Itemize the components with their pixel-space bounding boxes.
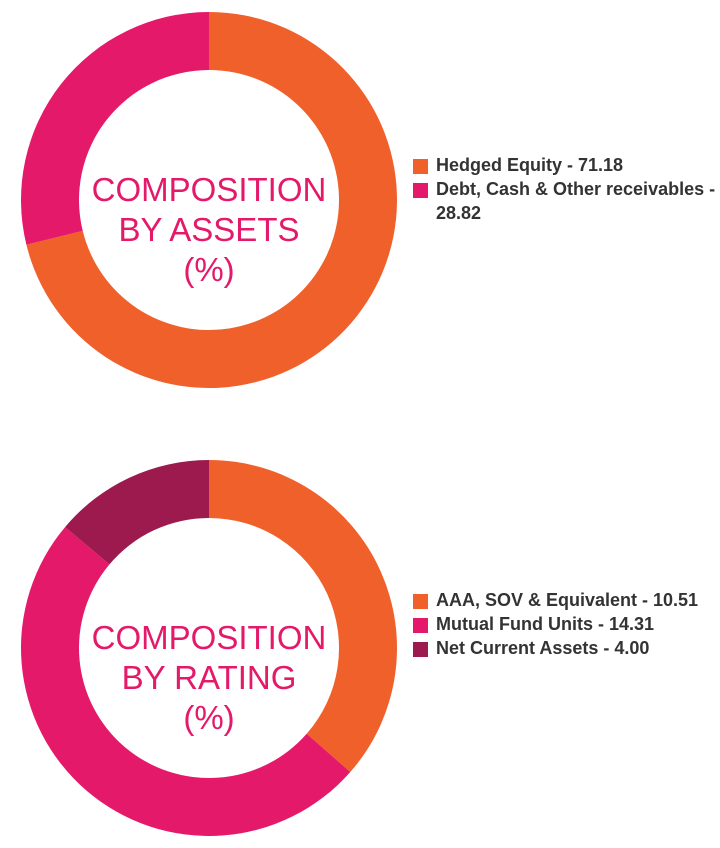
legend-swatch xyxy=(413,159,428,174)
legend-item-net-current-assets: Net Current Assets - 4.00 xyxy=(413,636,718,660)
legend-label: Hedged Equity - 71.18 xyxy=(436,155,624,175)
assets-title-line-3: (%) xyxy=(183,251,235,288)
rating-title-line-2: BY RATING xyxy=(121,659,297,696)
assets-slice-1 xyxy=(26,12,397,389)
rating-slice-1 xyxy=(209,460,397,773)
legend-item-aaa-sov: AAA, SOV & Equivalent - 10.51 xyxy=(413,588,718,612)
rating-title-line-3: (%) xyxy=(183,699,235,736)
composition-by-assets-chart: COMPOSITION BY ASSETS (%) Hedged Equity … xyxy=(0,0,720,400)
rating-donut xyxy=(21,460,397,836)
legend-label: Debt, Cash & Other receivables - 28.82 xyxy=(436,179,716,223)
legend-swatch xyxy=(413,618,428,633)
assets-center-title: COMPOSITION BY ASSETS (%) xyxy=(56,170,362,290)
rating-title-line-1: COMPOSITION xyxy=(91,619,327,656)
assets-legend: Hedged Equity - 71.18 Debt, Cash & Other… xyxy=(413,153,718,225)
legend-swatch xyxy=(413,183,428,198)
legend-swatch xyxy=(413,642,428,657)
legend-label: AAA, SOV & Equivalent - 10.51 xyxy=(436,590,699,610)
legend-label: Net Current Assets - 4.00 xyxy=(436,638,650,658)
rating-legend: AAA, SOV & Equivalent - 10.51 Mutual Fun… xyxy=(413,588,718,660)
legend-item-hedged-equity: Hedged Equity - 71.18 xyxy=(413,153,718,177)
assets-slice-2 xyxy=(21,12,210,245)
rating-slice-2 xyxy=(21,527,351,836)
legend-label: Mutual Fund Units - 14.31 xyxy=(436,614,655,634)
assets-donut xyxy=(21,12,397,389)
assets-title-line-2: BY ASSETS xyxy=(118,211,300,248)
legend-item-mutual-fund-units: Mutual Fund Units - 14.31 xyxy=(413,612,718,636)
legend-swatch xyxy=(413,594,428,609)
legend-item-debt-cash: Debt, Cash & Other receivables - 28.82 xyxy=(413,177,718,225)
rating-slice-3 xyxy=(65,460,209,565)
composition-by-rating-chart: COMPOSITION BY RATING (%) AAA, SOV & Equ… xyxy=(0,448,720,848)
assets-title-line-1: COMPOSITION xyxy=(91,171,327,208)
rating-center-title: COMPOSITION BY RATING (%) xyxy=(56,618,362,738)
